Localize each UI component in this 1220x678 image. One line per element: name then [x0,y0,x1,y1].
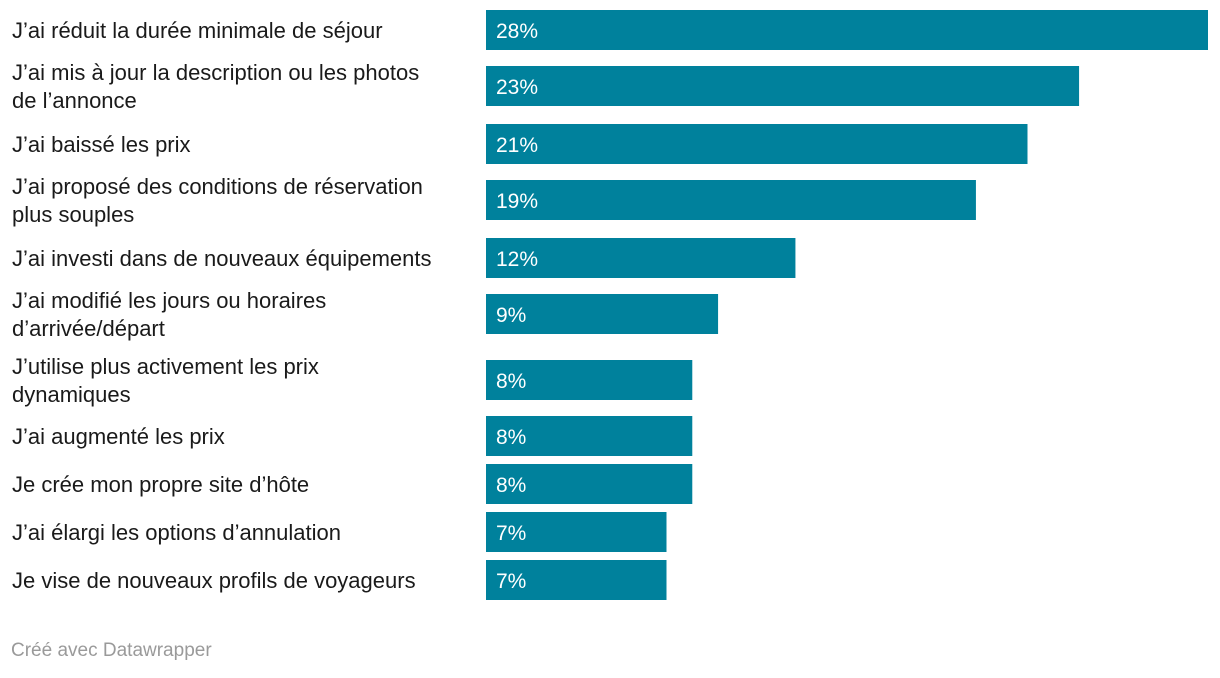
category-label-line: Je crée mon propre site d’hôte [12,472,309,497]
category-label: J’ai baissé les prix [12,132,191,157]
bar-value-label: 7% [496,570,526,593]
datawrapper-credit: Créé avec Datawrapper [11,640,212,661]
bar-value-label: 7% [496,522,526,545]
category-label: J’ai investi dans de nouveaux équipement… [12,246,432,271]
bar-value-label: 12% [496,248,538,271]
category-label-line: Je vise de nouveaux profils de voyageurs [12,568,416,593]
category-label: J’ai élargi les options d’annulation [12,520,341,545]
bar [486,124,1028,164]
category-label-line: J’ai mis à jour la description ou les ph… [12,60,419,85]
bar-value-label: 8% [496,426,526,449]
category-label-line: J’ai réduit la durée minimale de séjour [12,18,383,43]
category-label-line: J’ai augmenté les prix [12,424,225,449]
bar [486,416,693,456]
bar-value-label: 21% [496,134,538,157]
bar-value-label: 8% [496,370,526,393]
category-label-line: J’ai modifié les jours ou horaires [12,288,326,313]
bar-value-label: 19% [496,190,538,213]
category-label: J’ai proposé des conditions de réservati… [12,174,423,227]
bar-value-label: 28% [496,20,538,43]
category-label: J’ai réduit la durée minimale de séjour [12,18,383,43]
bar-chart: J’ai réduit la durée minimale de séjour 2… [12,10,1208,600]
bar [486,180,976,220]
category-label-line: J’ai investi dans de nouveaux équipement… [12,246,432,271]
category-label-line: d’arrivée/départ [12,316,165,341]
bar-value-label: 8% [496,474,526,497]
bar [486,294,719,334]
bar [486,360,693,400]
category-label-line: J’ai proposé des conditions de réservati… [12,174,423,199]
bar [486,66,1080,106]
category-label: J’utilise plus activement les prix dynami… [12,354,319,407]
bar [486,238,796,278]
bar [486,464,693,504]
bar-value-label: 23% [496,76,538,99]
category-label-line: plus souples [12,202,134,227]
category-label: Je crée mon propre site d’hôte [12,472,309,497]
category-label-line: J’ai baissé les prix [12,132,191,157]
category-label: J’ai modifié les jours ou horaires d’arri… [12,288,326,341]
bar [486,512,667,552]
bar [486,560,667,600]
bar-value-label: 9% [496,304,526,327]
category-label-line: de l’annonce [12,88,137,113]
category-label-line: J’ai élargi les options d’annulation [12,520,341,545]
bar [486,10,1208,50]
category-label-line: J’utilise plus activement les prix [12,354,319,379]
category-label: J’ai mis à jour la description ou les ph… [12,60,419,113]
category-label-line: dynamiques [12,382,131,407]
category-label: J’ai augmenté les prix [12,424,225,449]
category-label: Je vise de nouveaux profils de voyageurs [12,568,416,593]
